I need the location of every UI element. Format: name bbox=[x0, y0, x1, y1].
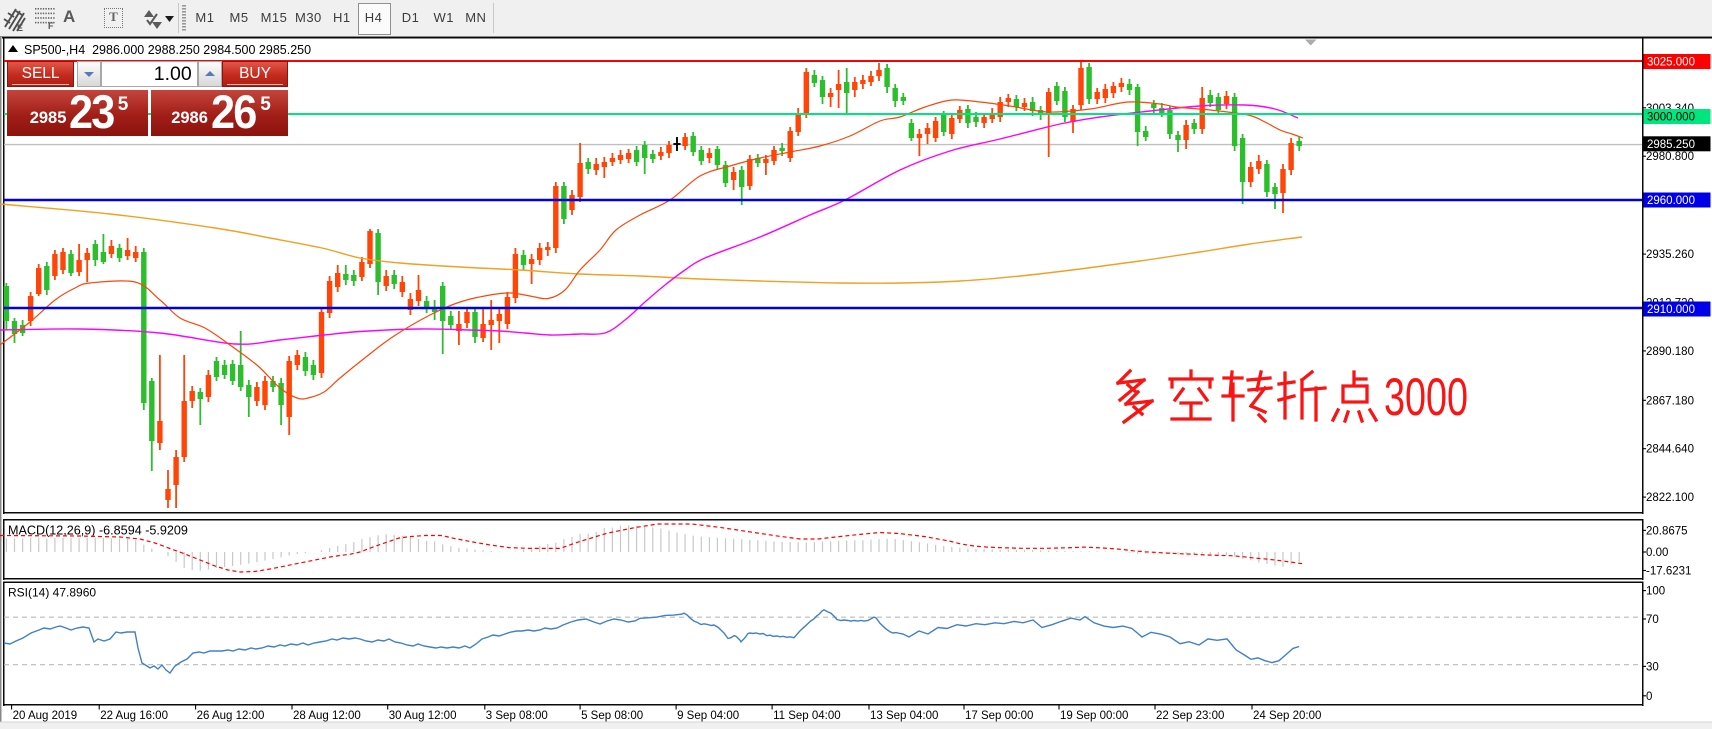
svg-text:0: 0 bbox=[1646, 691, 1652, 703]
svg-text:MACD(12,26,9) -6.8594 -5.9209: MACD(12,26,9) -6.8594 -5.9209 bbox=[8, 524, 188, 538]
svg-text:SP500-,H4 2986.000 2988.250 2: SP500-,H4 2986.000 2988.250 2984.500 298… bbox=[24, 43, 311, 57]
svg-text:26 Aug 12:00: 26 Aug 12:00 bbox=[197, 710, 265, 722]
svg-text:3025.000: 3025.000 bbox=[1647, 57, 1695, 69]
svg-text:2890.180: 2890.180 bbox=[1646, 346, 1694, 358]
svg-text:19 Sep 00:00: 19 Sep 00:00 bbox=[1060, 710, 1128, 722]
svg-text:3 Sep 08:00: 3 Sep 08:00 bbox=[486, 710, 548, 722]
svg-text:2867.180: 2867.180 bbox=[1646, 395, 1694, 407]
svg-text:22 Aug 16:00: 22 Aug 16:00 bbox=[100, 710, 168, 722]
svg-text:2844.640: 2844.640 bbox=[1646, 444, 1694, 456]
svg-text:9 Sep 04:00: 9 Sep 04:00 bbox=[677, 710, 739, 722]
svg-text:2910.000: 2910.000 bbox=[1647, 304, 1695, 316]
svg-text:11 Sep 04:00: 11 Sep 04:00 bbox=[773, 710, 841, 722]
svg-text:5 Sep 08:00: 5 Sep 08:00 bbox=[581, 710, 643, 722]
svg-text:0.00: 0.00 bbox=[1646, 547, 1668, 559]
svg-text:70: 70 bbox=[1646, 614, 1659, 626]
svg-text:3000: 3000 bbox=[1384, 368, 1468, 427]
svg-text:22 Sep 23:00: 22 Sep 23:00 bbox=[1156, 710, 1224, 722]
svg-text:17 Sep 00:00: 17 Sep 00:00 bbox=[965, 710, 1033, 722]
svg-text:30 Aug 12:00: 30 Aug 12:00 bbox=[389, 710, 457, 722]
svg-text:100: 100 bbox=[1646, 586, 1665, 598]
svg-text:20.8675: 20.8675 bbox=[1646, 525, 1688, 537]
svg-text:2960.000: 2960.000 bbox=[1647, 195, 1695, 207]
svg-text:30: 30 bbox=[1646, 661, 1659, 673]
svg-text:F: F bbox=[48, 21, 54, 30]
svg-text:RSI(14) 47.8960: RSI(14) 47.8960 bbox=[8, 586, 96, 600]
svg-text:2980.800: 2980.800 bbox=[1646, 151, 1694, 163]
svg-text:13 Sep 04:00: 13 Sep 04:00 bbox=[870, 710, 938, 722]
svg-text:24 Sep 20:00: 24 Sep 20:00 bbox=[1253, 710, 1321, 722]
svg-text:2935.260: 2935.260 bbox=[1646, 249, 1694, 261]
svg-text:E: E bbox=[17, 23, 23, 32]
svg-text:-17.6231: -17.6231 bbox=[1646, 566, 1691, 578]
svg-text:2985.250: 2985.250 bbox=[1647, 139, 1695, 151]
svg-text:2822.100: 2822.100 bbox=[1646, 492, 1694, 504]
svg-text:28 Aug 12:00: 28 Aug 12:00 bbox=[293, 710, 361, 722]
svg-text:3000.000: 3000.000 bbox=[1647, 112, 1695, 124]
svg-text:20 Aug 2019: 20 Aug 2019 bbox=[13, 710, 78, 722]
